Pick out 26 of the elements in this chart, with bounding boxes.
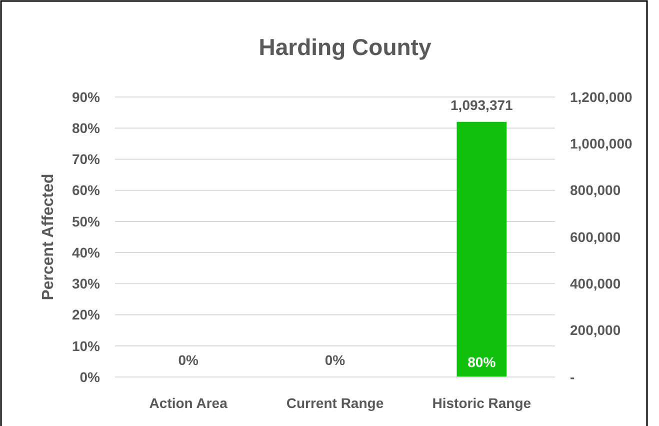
y-tick-label: 60% <box>72 182 101 198</box>
annotation: 0% <box>178 352 199 368</box>
y2-tick-label: 800,000 <box>570 182 621 198</box>
y2-tick-label: 1,000,000 <box>570 136 632 152</box>
y-axis-title: Percent Affected <box>40 174 57 300</box>
chart-title: Harding County <box>258 34 432 60</box>
y-tick-label: 80% <box>72 120 101 136</box>
y2-tick-label: - <box>570 368 575 385</box>
annotation: 0% <box>324 352 346 368</box>
y-tick-label: 0% <box>80 368 101 385</box>
y2-tick-label: 1,200,000 <box>570 88 632 105</box>
y-tick-label: 10% <box>72 338 101 354</box>
data-label: 1,093,371 <box>450 96 514 113</box>
x-tick-label: Action Area <box>149 395 228 411</box>
y-tick-label: 70% <box>72 151 101 168</box>
y2-tick-label: 200,000 <box>570 322 621 338</box>
y2-tick-label: 600,000 <box>570 228 621 245</box>
annotation: 80% <box>468 354 496 370</box>
y-tick-label: 50% <box>72 213 101 230</box>
y-tick-label: 90% <box>72 88 101 105</box>
y-tick-label: 40% <box>72 244 101 260</box>
x-tick-label: Current Range <box>286 395 384 411</box>
y2-tick-label: 400,000 <box>570 276 621 292</box>
y-tick-label: 30% <box>72 276 101 292</box>
y-tick-label: 20% <box>72 306 101 323</box>
x-tick-label: Historic Range <box>432 395 532 411</box>
